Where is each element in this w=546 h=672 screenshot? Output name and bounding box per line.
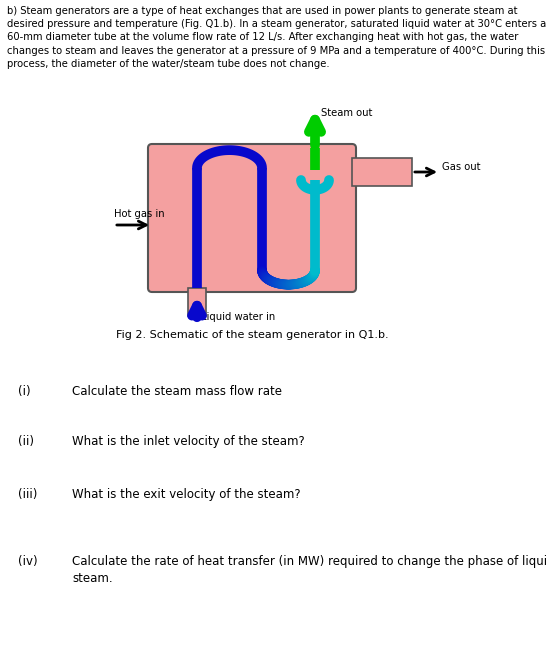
FancyBboxPatch shape bbox=[148, 144, 356, 292]
Text: Calculate the steam mass flow rate: Calculate the steam mass flow rate bbox=[72, 385, 282, 398]
Text: (iii): (iii) bbox=[18, 488, 37, 501]
Text: Calculate the rate of heat transfer (in MW) required to change the phase of liqu: Calculate the rate of heat transfer (in … bbox=[72, 555, 546, 585]
Text: Hot gas in: Hot gas in bbox=[114, 209, 165, 219]
Text: Steam out: Steam out bbox=[321, 108, 372, 118]
Text: b) Steam generators are a type of heat exchanges that are used in power plants t: b) Steam generators are a type of heat e… bbox=[7, 6, 546, 69]
Text: (iv): (iv) bbox=[18, 555, 38, 568]
Text: Gas out: Gas out bbox=[442, 162, 480, 172]
Text: (i): (i) bbox=[18, 385, 31, 398]
Bar bbox=[188, 288, 206, 316]
Text: What is the exit velocity of the steam?: What is the exit velocity of the steam? bbox=[72, 488, 301, 501]
Text: What is the inlet velocity of the steam?: What is the inlet velocity of the steam? bbox=[72, 435, 305, 448]
Text: Liquid water in: Liquid water in bbox=[201, 312, 275, 322]
Text: (ii): (ii) bbox=[18, 435, 34, 448]
Bar bbox=[352, 158, 412, 186]
Text: Fig 2. Schematic of the steam generator in Q1.b.: Fig 2. Schematic of the steam generator … bbox=[116, 330, 388, 340]
